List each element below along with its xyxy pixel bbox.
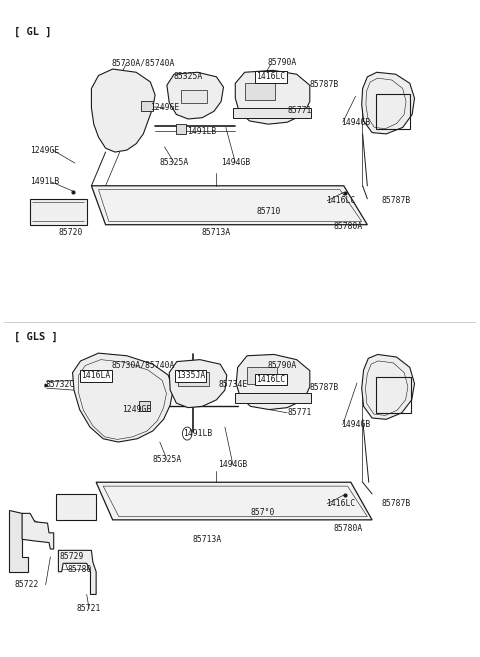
Text: 1494GB: 1494GB [341, 420, 371, 429]
Text: 85787B: 85787B [310, 80, 339, 89]
Text: 1491LB: 1491LB [183, 429, 213, 438]
PathPatch shape [22, 513, 54, 549]
Text: 1416LC: 1416LC [326, 196, 355, 205]
PathPatch shape [362, 354, 415, 419]
PathPatch shape [141, 101, 153, 111]
PathPatch shape [91, 186, 367, 225]
Text: 85780: 85780 [68, 565, 92, 574]
PathPatch shape [56, 494, 96, 520]
Text: 85780A: 85780A [334, 221, 363, 231]
Text: 1494GB: 1494GB [221, 158, 250, 167]
PathPatch shape [72, 353, 173, 442]
PathPatch shape [167, 72, 224, 119]
Text: 85730A/85740A: 85730A/85740A [112, 361, 175, 370]
Text: 1494GB: 1494GB [218, 460, 248, 469]
PathPatch shape [30, 199, 87, 225]
PathPatch shape [176, 124, 186, 134]
Text: 85787B: 85787B [382, 196, 411, 205]
Text: 85713A: 85713A [192, 535, 222, 544]
PathPatch shape [9, 510, 28, 572]
Text: 85325A: 85325A [152, 455, 181, 464]
Text: 1249GE: 1249GE [121, 405, 151, 414]
Text: 85730A/85740A: 85730A/85740A [112, 58, 175, 67]
PathPatch shape [169, 359, 227, 407]
PathPatch shape [235, 394, 311, 403]
Text: 85720: 85720 [58, 228, 83, 237]
Text: 1249GE: 1249GE [150, 103, 179, 112]
Text: 857°0: 857°0 [251, 509, 275, 517]
Text: 1416LC: 1416LC [256, 72, 286, 81]
PathPatch shape [96, 482, 372, 520]
PathPatch shape [59, 551, 96, 595]
Text: 85771: 85771 [287, 106, 312, 115]
PathPatch shape [235, 70, 310, 124]
Text: [ GL ]: [ GL ] [13, 27, 51, 37]
PathPatch shape [178, 372, 209, 386]
PathPatch shape [236, 354, 310, 409]
PathPatch shape [245, 83, 276, 99]
Text: 85710: 85710 [256, 207, 280, 216]
PathPatch shape [181, 90, 207, 102]
PathPatch shape [247, 367, 277, 384]
Text: 85325A: 85325A [159, 158, 189, 167]
Text: 1416LC: 1416LC [256, 375, 286, 384]
Text: 1416LC: 1416LC [326, 499, 355, 508]
Text: 1491LB: 1491LB [30, 177, 60, 187]
PathPatch shape [233, 108, 311, 118]
PathPatch shape [139, 401, 150, 411]
Text: 85722: 85722 [14, 580, 39, 589]
Text: 85721: 85721 [77, 604, 101, 613]
Text: 85734E: 85734E [219, 380, 248, 390]
Text: 1249GE: 1249GE [30, 146, 60, 154]
Text: 85787B: 85787B [382, 499, 411, 508]
PathPatch shape [362, 72, 415, 134]
Text: 85790A: 85790A [268, 58, 297, 67]
Text: [ GLS ]: [ GLS ] [13, 332, 57, 342]
Text: 1416LA: 1416LA [82, 371, 111, 380]
Text: 85729: 85729 [60, 553, 84, 561]
Text: 85771: 85771 [287, 409, 312, 417]
Text: 1494GB: 1494GB [341, 118, 371, 127]
Text: 85780A: 85780A [334, 524, 363, 533]
Text: 85713A: 85713A [202, 228, 231, 237]
Text: 85790A: 85790A [268, 361, 297, 370]
Text: 85325A: 85325A [173, 72, 203, 81]
Text: 85732C: 85732C [46, 380, 75, 390]
PathPatch shape [91, 69, 155, 152]
Text: 85787B: 85787B [310, 383, 339, 392]
Text: 1335JA: 1335JA [176, 371, 205, 380]
Text: 1491LB: 1491LB [187, 127, 216, 136]
